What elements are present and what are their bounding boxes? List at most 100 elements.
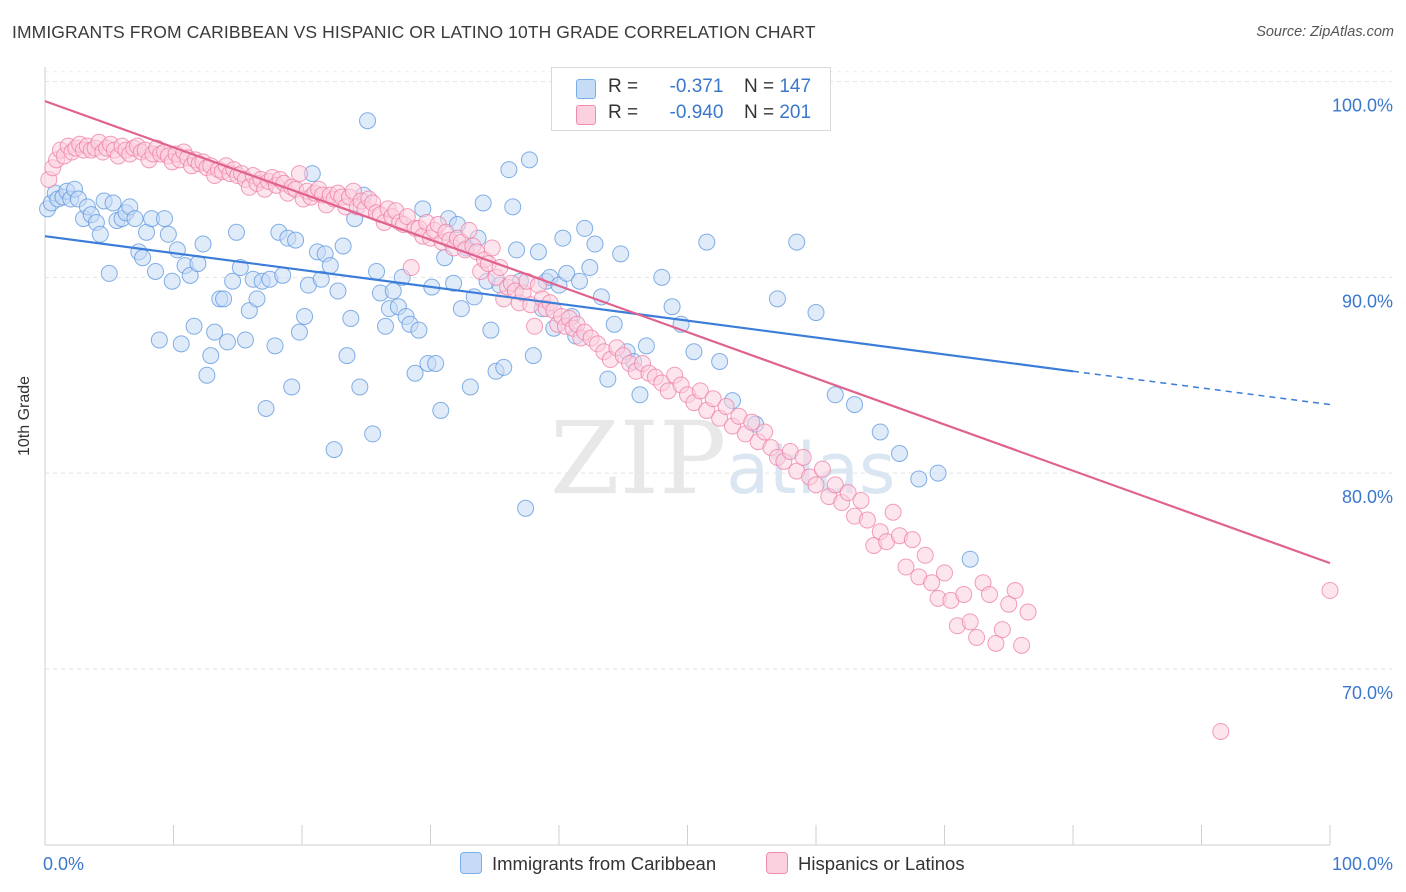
hispanic-point (987, 634, 1005, 652)
caribbean-point (384, 282, 402, 300)
caribbean-point (432, 401, 450, 419)
caribbean-point (231, 259, 249, 277)
hispanic-point (923, 574, 941, 592)
caribbean-point (558, 264, 576, 282)
caribbean-point (788, 233, 806, 251)
caribbean-point (342, 309, 360, 327)
caribbean-point (325, 441, 343, 459)
legend-item-hispanic: Hispanics or Latinos (766, 852, 965, 875)
hispanic-point (807, 476, 825, 494)
caribbean-point (807, 304, 825, 322)
hispanic-point (1212, 722, 1230, 740)
caribbean-point (910, 470, 928, 488)
caribbean-point (334, 237, 352, 255)
caribbean-point (224, 272, 242, 290)
legend-label-hispanic: Hispanics or Latinos (798, 853, 965, 874)
caribbean-point (104, 194, 122, 212)
caribbean-point (126, 210, 144, 228)
caribbean-point (163, 272, 181, 290)
legend-item-caribbean: Immigrants from Caribbean (460, 852, 716, 875)
caribbean-point (91, 225, 109, 243)
caribbean-point (202, 347, 220, 365)
hispanic-point (794, 448, 812, 466)
caribbean-point (194, 235, 212, 253)
caribbean-point (134, 249, 152, 267)
caribbean-point (218, 333, 236, 351)
caribbean-point (461, 378, 479, 396)
hispanic-point (813, 460, 831, 478)
x-tick-label: 100.0% (1332, 854, 1393, 874)
hispanic-point (717, 398, 735, 416)
hispanic-point (858, 511, 876, 529)
caribbean-point (377, 317, 395, 335)
caribbean-point (257, 399, 275, 417)
caribbean-point (846, 396, 864, 414)
caribbean-point (359, 112, 377, 130)
caribbean-point (283, 378, 301, 396)
caribbean-point (427, 354, 445, 372)
chart-title: IMMIGRANTS FROM CARIBBEAN VS HISPANIC OR… (12, 22, 816, 42)
caribbean-point (768, 290, 786, 308)
caribbean-point (406, 364, 424, 382)
caribbean-point (266, 337, 284, 355)
caribbean-point (581, 259, 599, 277)
caribbean-point (685, 343, 703, 361)
hispanic-point (936, 564, 953, 582)
caribbean-point (452, 300, 470, 318)
caribbean-point (338, 347, 356, 365)
y-tick-label: 90.0% (1342, 291, 1393, 311)
caribbean-point (891, 445, 909, 462)
stats-legend-swatch-caribbean (576, 79, 596, 99)
caribbean-point (500, 161, 518, 179)
stats-legend-swatch-hispanic (576, 105, 596, 125)
caribbean-point (227, 223, 245, 241)
caribbean-point (482, 321, 500, 339)
hispanic-point (1013, 636, 1031, 654)
caribbean-point (321, 257, 339, 275)
caribbean-point (156, 210, 174, 228)
caribbean-point (698, 233, 716, 251)
caribbean-point (529, 243, 547, 261)
caribbean-point (631, 386, 649, 404)
hispanic-point (968, 629, 986, 647)
caribbean-point (599, 370, 617, 388)
caribbean-trend-line (44, 235, 1074, 373)
caribbean-point (605, 315, 623, 333)
caribbean-point (871, 423, 889, 441)
hispanic-point (743, 413, 761, 431)
hispanic-point (884, 503, 902, 521)
hispanic-point (852, 491, 870, 509)
caribbean-point (364, 425, 382, 443)
stats-legend-text-hispanic: R = -0.940 N = 201 (608, 102, 812, 123)
hispanic-point (756, 423, 774, 441)
hispanic-point (916, 546, 934, 564)
hispanic-point (483, 239, 501, 257)
watermark-zip: ZIP (550, 400, 727, 517)
hispanic-point (402, 259, 420, 277)
hispanic-point (1000, 595, 1018, 613)
legend-swatch-hispanic (766, 852, 788, 874)
caribbean-point (185, 317, 203, 335)
caribbean-point (150, 331, 168, 349)
caribbean-point (517, 499, 535, 517)
caribbean-point (571, 272, 589, 290)
caribbean-point (147, 262, 165, 280)
caribbean-point (663, 298, 681, 316)
hispanic-trend-line (44, 100, 1331, 565)
caribbean-point (637, 337, 655, 355)
caribbean-point (586, 235, 604, 253)
caribbean-point (100, 264, 118, 282)
chart-source: Source: ZipAtlas.com (1256, 24, 1394, 40)
caribbean-point (248, 290, 266, 308)
hispanic-point (955, 585, 973, 603)
caribbean-point (159, 225, 177, 243)
caribbean-point (287, 231, 305, 249)
caribbean-point (445, 274, 463, 292)
stats-legend: R = -0.371 N = 147 R = -0.940 N = 201 (551, 67, 831, 131)
caribbean-point (929, 464, 947, 482)
caribbean-point (240, 302, 258, 320)
y-tick-label: 100.0% (1332, 96, 1393, 116)
caribbean-trend-line-extension (1072, 370, 1331, 406)
hispanic-point (691, 382, 709, 400)
caribbean-point (576, 219, 594, 237)
